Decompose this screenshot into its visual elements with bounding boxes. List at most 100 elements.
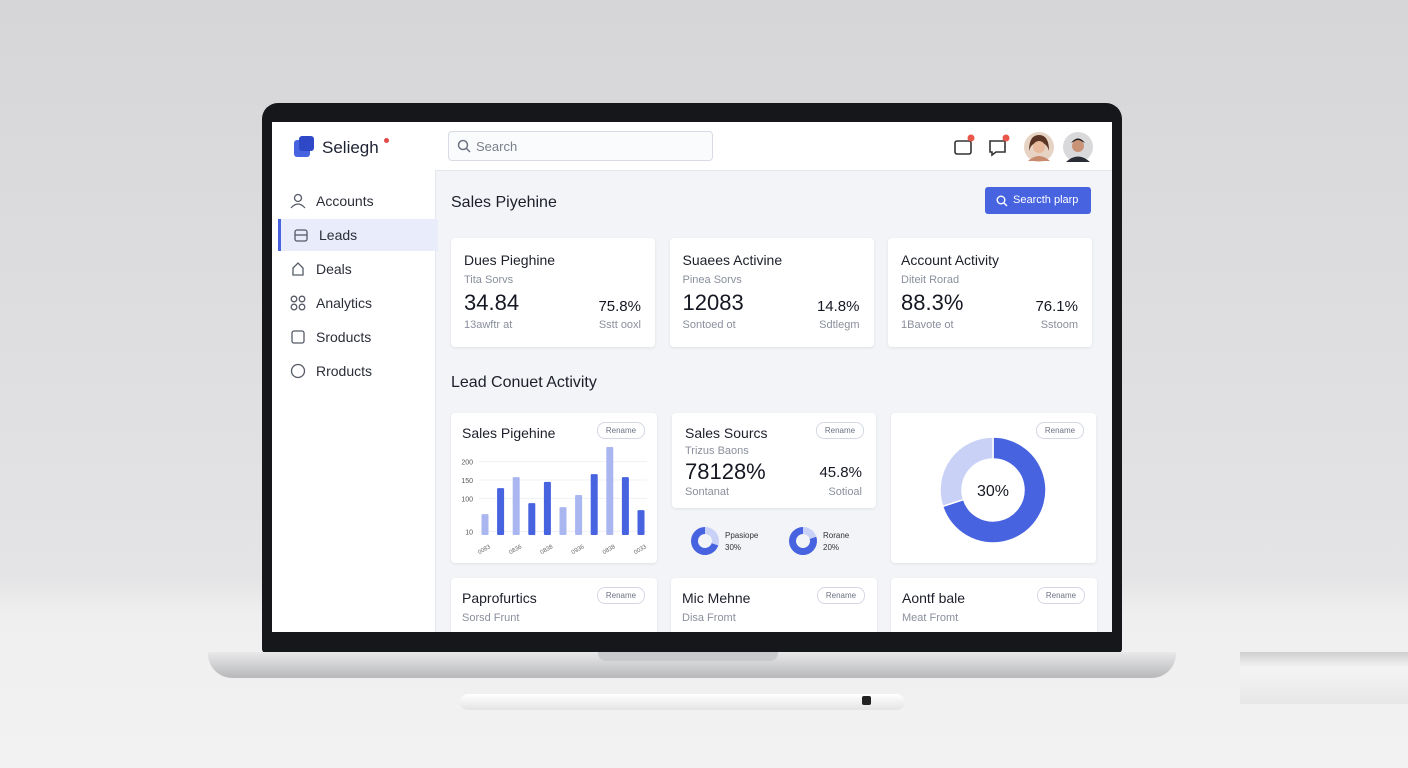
bar-chart: 10 100 150 200 0083 0836 0838 0936 0838 0033 <box>461 447 648 556</box>
y-tick-label: 150 <box>461 478 473 485</box>
mini-donut-track <box>690 527 719 555</box>
bar <box>606 447 614 535</box>
card-subtitle: Meat Fromt <box>902 612 959 624</box>
card-title: Mic Mehne <box>682 590 751 606</box>
search-icon <box>457 139 471 153</box>
card-change: 45.8% <box>819 464 862 481</box>
avatar[interactable] <box>1062 131 1094 163</box>
card-caption: Sotioal <box>828 486 862 498</box>
bottom-card: Aontf bale Rename Meat Fromt <box>891 578 1097 632</box>
badge[interactable]: Rename <box>1037 587 1085 604</box>
mini-donut-label: Rorane <box>823 531 850 540</box>
card-title: Sales Sourcs <box>685 425 768 441</box>
card-subtitle: Trizus Baons <box>685 445 749 457</box>
action-button[interactable]: Searcth plarp <box>985 187 1091 214</box>
section-title: Lead Conuet Activity <box>451 374 597 391</box>
book <box>1240 652 1408 704</box>
badge[interactable]: Rename <box>597 587 645 604</box>
page-title: Sales Piyehine <box>451 194 557 211</box>
donut-chart: 30% <box>939 436 1047 544</box>
nav-item[interactable]: Analytics <box>278 287 435 319</box>
nav-item[interactable]: Sroducts <box>278 321 435 353</box>
badge[interactable]: Rename <box>817 587 865 604</box>
notification-icon[interactable] <box>952 134 976 158</box>
bar <box>637 510 645 535</box>
card-title: Dues Pieghine <box>464 252 556 268</box>
nav-item[interactable]: Accounts <box>278 185 435 217</box>
stylus-tip <box>862 696 871 705</box>
nav-icon <box>291 330 305 344</box>
bar <box>543 481 551 535</box>
badge[interactable]: Rename <box>597 422 645 439</box>
nav-icon <box>290 295 306 311</box>
y-tick-label: 200 <box>461 460 473 467</box>
mini-donut-segment <box>803 527 817 539</box>
nav-label: Deals <box>316 261 352 277</box>
message-icon[interactable] <box>987 134 1011 158</box>
search-placeholder: Search <box>476 139 518 154</box>
card-caption: Sstt ooxl <box>598 319 641 331</box>
kpi-card: Account Activity Diteit Rorad 88.3% 76.1% 1B… <box>888 238 1092 347</box>
mini-donut-label: Ppasiope <box>725 531 759 540</box>
nav-item[interactable]: Rroducts <box>278 355 435 387</box>
card-caption: Sontoed ot <box>682 319 736 331</box>
bar-chart-card: Sales Pigehine Rename 10 100 150 200 0083 083… <box>451 413 657 563</box>
bar <box>621 477 629 535</box>
card-subtitle: Tita Sorvs <box>464 274 514 286</box>
bar <box>512 477 520 535</box>
bar <box>528 503 536 535</box>
card-caption: 13awftr at <box>464 319 513 331</box>
laptop-notch <box>598 652 778 661</box>
brand-dot <box>384 138 389 143</box>
card-title: Suaees Activine <box>682 252 783 268</box>
card-change: 75.8% <box>598 298 641 315</box>
stylus <box>460 694 905 710</box>
brand-logo <box>294 136 314 157</box>
badge[interactable]: Rename <box>816 422 864 439</box>
bar <box>497 488 505 535</box>
mini-donut-track <box>788 527 817 555</box>
x-tick-label: 0838 <box>540 544 555 556</box>
card-caption: Sstoom <box>1040 319 1078 331</box>
badge[interactable]: Rename <box>1036 422 1084 439</box>
nav-label: Sroducts <box>316 329 372 345</box>
brand-name: Seliegh <box>322 138 379 157</box>
card-caption: Sdtlegm <box>819 319 860 331</box>
donut-center-label: 30% <box>977 483 1009 500</box>
card-title: Sales Pigehine <box>462 425 556 441</box>
donut-card: Rename 30% <box>891 413 1096 563</box>
y-tick-label: 100 <box>461 496 473 503</box>
topbar: Search <box>435 122 1112 171</box>
card-subtitle: Disa Fromt <box>682 612 736 624</box>
card-caption: Sontanat <box>685 486 730 498</box>
nav-label: Rroducts <box>316 363 373 379</box>
card-subtitle: Sorsd Frunt <box>462 612 520 624</box>
nav-icon <box>294 229 308 242</box>
avatar[interactable] <box>1023 131 1055 163</box>
nav-label: Leads <box>319 227 358 243</box>
card-subtitle: Diteit Rorad <box>901 274 960 286</box>
nav-icon <box>290 363 306 379</box>
button-label: Searcth plarp <box>1013 194 1079 206</box>
nav-item[interactable]: Deals <box>278 253 435 285</box>
nav-icon <box>292 262 304 276</box>
bar <box>575 495 583 535</box>
button-icon <box>996 195 1008 207</box>
nav-label: Analytics <box>316 295 373 311</box>
nav-icon <box>290 193 306 209</box>
search-box[interactable]: Search <box>448 131 713 161</box>
card-title: Aontf bale <box>902 590 966 606</box>
nav-item[interactable]: Leads <box>278 219 438 251</box>
card-title: Paprofurtics <box>462 590 537 606</box>
sources-card: Sales Sourcs Rename Trizus Baons 78128% … <box>672 413 876 508</box>
screen: Seliegh Accounts Leads Deals Analytics Srodu… <box>272 122 1112 632</box>
kpi-card: Suaees Activine Pinea Sorvs 12083 14.8% Sont… <box>669 238 874 347</box>
x-tick-label: 0838 <box>602 544 617 556</box>
card-subtitle: Pinea Sorvs <box>682 274 742 286</box>
card-change: 14.8% <box>816 298 860 315</box>
x-tick-label: 0836 <box>508 544 523 556</box>
bar <box>559 507 567 535</box>
bottom-card: Mic Mehne Rename Disa Fromt <box>671 578 877 632</box>
